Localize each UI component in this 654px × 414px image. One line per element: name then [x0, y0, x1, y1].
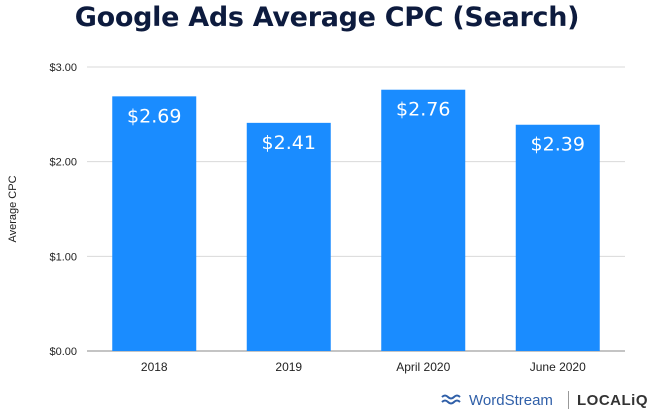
- data-labels: $2.69 $2.41 $2.76 $2.39: [127, 99, 585, 156]
- x-tick-label: June 2020: [530, 360, 586, 374]
- bar: [112, 96, 197, 351]
- localiq-logo: LOCALiQ: [577, 391, 648, 409]
- bar: [246, 122, 331, 351]
- wordstream-text: WordStream: [469, 391, 553, 409]
- wordstream-logo: WordStream: [441, 390, 553, 410]
- data-label: $2.76: [396, 99, 450, 121]
- x-axis-ticks: 2018 2019 April 2020 June 2020: [141, 360, 586, 374]
- x-tick-label: 2018: [141, 360, 168, 374]
- data-label: $2.41: [262, 132, 316, 154]
- data-label: $2.39: [531, 134, 585, 156]
- bar: [381, 89, 466, 351]
- data-label: $2.69: [127, 105, 181, 127]
- brand-separator: [568, 391, 569, 409]
- y-axis-ticks: $0.00 $1.00 $2.00 $3.00: [49, 62, 77, 358]
- x-tick-label: April 2020: [396, 360, 450, 374]
- bars: [112, 89, 600, 351]
- y-tick-label: $2.00: [49, 157, 77, 169]
- wave-icon: [441, 392, 463, 409]
- x-tick-label: 2019: [275, 360, 302, 374]
- bar: [515, 124, 600, 351]
- y-axis-label: Average CPC: [7, 175, 19, 242]
- y-tick-label: $3.00: [49, 62, 77, 74]
- y-tick-label: $0.00: [49, 346, 77, 358]
- y-tick-label: $1.00: [49, 251, 77, 263]
- chart-title: Google Ads Average CPC (Search): [74, 2, 580, 33]
